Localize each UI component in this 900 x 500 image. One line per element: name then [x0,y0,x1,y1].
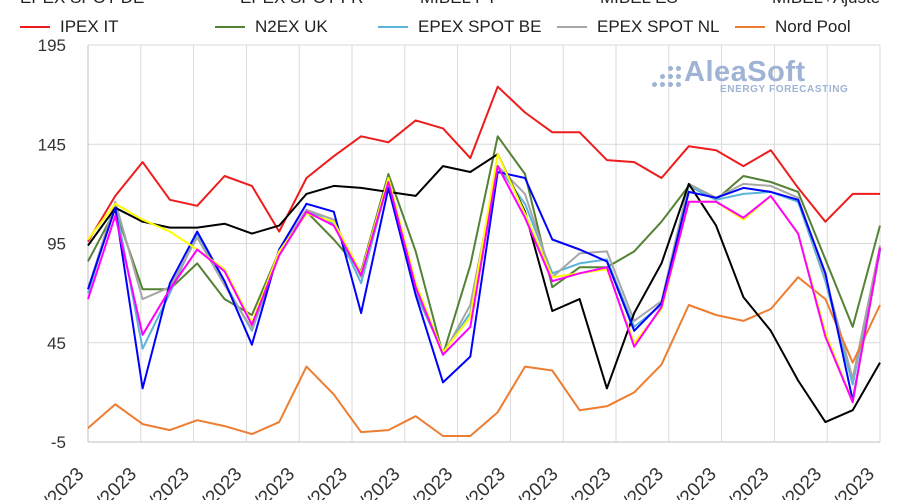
legend-item-ipex-it: IPEX IT [20,17,119,37]
legend-label: N2EX UK [255,17,328,36]
legend-item-epex-spot-be: EPEX SPOT BE [378,17,541,37]
legend-item-epex-spot-de: EPEX SPOT DE [20,0,144,8]
x-tick-label: /2023 [145,464,193,500]
legend-swatch [215,26,245,28]
x-tick-label: /2023 [356,464,404,500]
legend-item-n2ex-uk: N2EX UK [215,17,328,37]
x-tick-label: /2023 [514,464,562,500]
legend-top: EPEX SPOT DE EPEX SPOT FR MIBEL PT MIBEL… [0,0,900,8]
legend-item-mibel-ajuste: MIBEL+Ajuste [772,0,880,8]
series-line-epex-spot-de [87,153,881,424]
legend-item-mibel-es: MIBEL ES [600,0,678,8]
x-tick-label: /2023 [251,464,299,500]
series-line-ipex-it [87,85,880,243]
logo-dots-icon [650,66,682,88]
legend-label: Nord Pool [775,17,851,36]
legend-label: MIBEL+Ajuste [772,0,880,8]
legend-swatch [20,26,50,28]
y-tick-label: 95 [47,235,66,254]
x-tick-label: /2023 [198,464,246,500]
series-line-mibel-es [87,165,881,404]
aleasoft-logo: AleaSoft ENERGY FORECASTING [648,56,868,100]
y-tick-label: 195 [38,36,66,55]
legend-label: EPEX SPOT BE [418,17,542,36]
legend-label: MIBEL PT [420,0,497,8]
x-tick-label: /2023 [409,464,457,500]
legend-label: EPEX SPOT NL [597,17,720,36]
legend-swatch [378,26,408,28]
x-tick-label: /2023 [461,464,509,500]
legend-label: EPEX SPOT FR [240,0,363,8]
y-tick-label: -5 [51,433,66,452]
series-line-nord-pool [87,276,881,437]
logo-tagline: ENERGY FORECASTING [720,84,849,95]
legend-label: IPEX IT [60,17,119,36]
legend-item-nord-pool: Nord Pool [735,17,851,37]
series-line-epex-spot-fr [87,171,881,402]
series-line-mibel-pt [87,153,881,404]
legend-label: MIBEL ES [600,0,678,8]
legend-item-epex-spot-nl: EPEX SPOT NL [557,17,720,37]
logo-name: AleaSoft [684,56,806,88]
legend-swatch [557,26,587,28]
x-tick-label: /2023 [93,464,141,500]
y-tick-label: 145 [38,135,66,154]
x-tick-label: /2023 [725,464,773,500]
legend-label: EPEX SPOT DE [20,0,144,8]
series-line-n2ex-uk [87,135,881,356]
x-tick-label: /2023 [620,464,668,500]
x-tick-label: /2023 [40,464,88,500]
x-tick-label: /2023 [778,464,826,500]
legend-swatch [735,26,765,28]
x-tick-label: /2023 [567,464,615,500]
legend-item-epex-spot-fr: EPEX SPOT FR [240,0,363,8]
legend-bottom: IPEX IT N2EX UK EPEX SPOT BE EPEX SPOT N… [0,17,900,37]
y-tick-label: 45 [47,334,66,353]
x-tick-label: /2023 [672,464,720,500]
x-tick-label: /2023 [303,464,351,500]
x-tick-label: /2023 [830,464,878,500]
legend-item-mibel-pt: MIBEL PT [420,0,497,8]
